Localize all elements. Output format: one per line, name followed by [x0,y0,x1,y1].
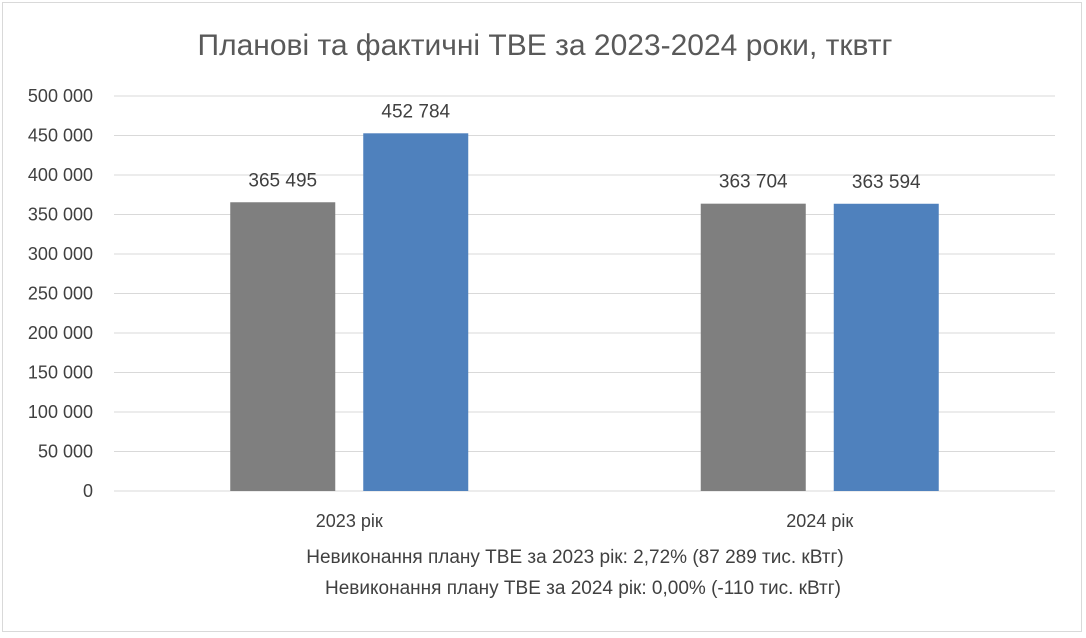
data-labels: 365 495 452 784 363 704 363 594 [248,101,921,192]
y-tick-label: 100 000 [28,402,93,422]
x-axis-categories: 2023 рік 2024 рік [316,511,854,531]
bar [700,203,806,492]
x-category-label: 2024 рік [786,511,853,531]
data-label: 363 704 [719,172,788,193]
y-tick-label: 350 000 [28,205,93,225]
bar [833,203,939,491]
bars [230,133,939,492]
y-tick-label: 300 000 [28,244,93,264]
note-2024: Невиконання плану ТВЕ за 2024 рік: 0,00%… [325,578,841,599]
y-tick-label: 250 000 [28,284,93,304]
y-tick-label: 0 [83,481,93,501]
data-label: 452 784 [381,101,450,122]
y-tick-label: 400 000 [28,165,93,185]
note-2023: Невиконання плану ТВЕ за 2023 рік: 2,72%… [306,547,843,568]
data-label: 363 594 [852,172,921,193]
y-axis-ticks: 0 50 000 100 000 150 000 200 000 250 000 300 0… [28,86,93,501]
x-category-label: 2023 рік [316,511,383,531]
chart-title: Планові та фактичні ТВЕ за 2023-2024 рок… [198,29,893,62]
data-label: 365 495 [248,170,317,191]
bar [230,202,336,491]
y-tick-label: 450 000 [28,126,93,146]
y-tick-label: 50 000 [38,442,93,462]
y-tick-label: 150 000 [28,363,93,383]
y-tick-label: 500 000 [28,86,93,106]
bar [363,133,469,491]
y-tick-label: 200 000 [28,323,93,343]
